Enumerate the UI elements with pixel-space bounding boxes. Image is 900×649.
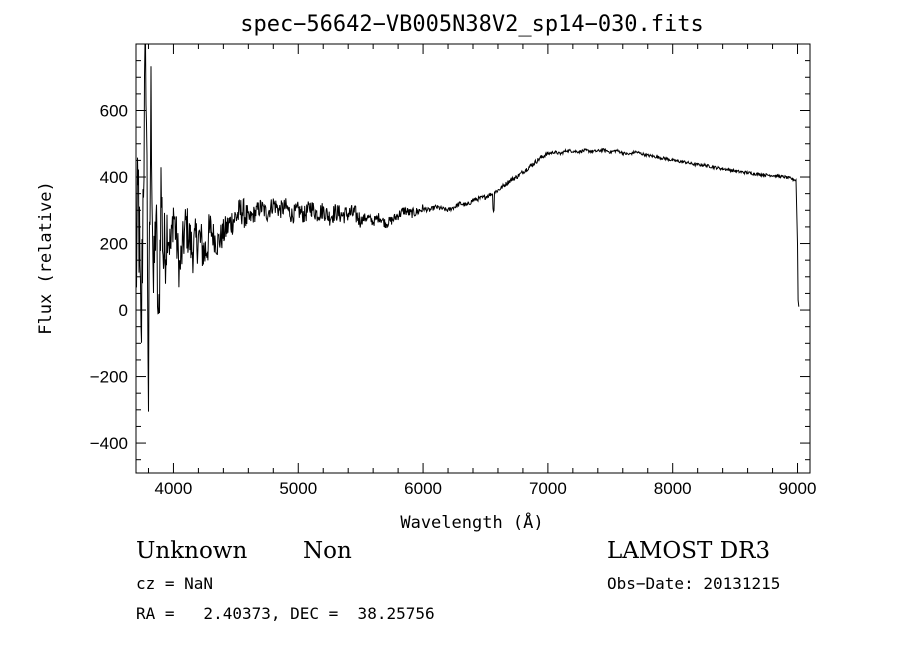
plot-frame xyxy=(135,43,811,474)
x-tick-label: 5000 xyxy=(279,479,317,498)
x-tick-label: 4000 xyxy=(155,479,193,498)
x-tick-label: 7000 xyxy=(529,479,567,498)
coordinates-text: RA = 2.40373, DEC = 38.25756 xyxy=(136,604,435,623)
y-tick-label: 600 xyxy=(100,102,128,121)
x-tick-label: 6000 xyxy=(404,479,442,498)
y-axis-label: Flux (relative) xyxy=(36,181,56,335)
axis-tick-labels: 4000 5000 6000 7000 8000 9000 −400 −200 0 200 400 6… xyxy=(90,102,817,498)
axis-ticks xyxy=(136,44,810,473)
y-tick-label: −200 xyxy=(90,368,128,387)
object-class: Unknown xyxy=(136,538,248,564)
x-axis-label: Wavelength (Å) xyxy=(400,511,543,533)
x-tick-label: 8000 xyxy=(654,479,692,498)
redshift-text: cz = NaN xyxy=(136,574,214,593)
obs-date-text: Obs−Date: 20131215 xyxy=(607,574,781,593)
x-tick-label: 9000 xyxy=(779,479,817,498)
y-tick-label: 400 xyxy=(100,168,128,187)
survey-name: LAMOST DR3 xyxy=(607,538,771,564)
y-tick-label: 0 xyxy=(119,301,128,320)
chart-title: spec−56642−VB005N38V2_sp14−030.fits xyxy=(240,12,704,37)
spectrum-line xyxy=(135,43,800,412)
object-subclass: Non xyxy=(303,538,352,564)
y-tick-label: −400 xyxy=(90,434,128,453)
y-tick-label: 200 xyxy=(100,235,128,254)
